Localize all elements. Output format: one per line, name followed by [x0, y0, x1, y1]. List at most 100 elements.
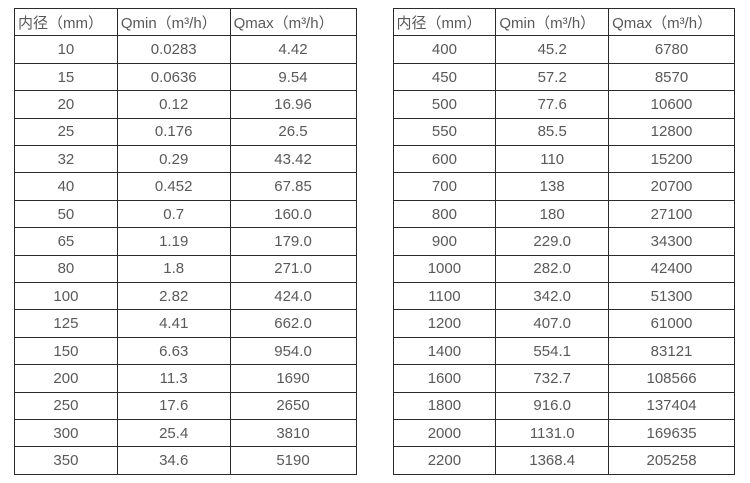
table-cell: 1600 [392, 364, 497, 393]
table-cell: 85.5 [495, 117, 610, 147]
table-cell: 600 [392, 145, 497, 174]
table-cell: 65 [14, 227, 118, 256]
table-cell: 32 [14, 145, 118, 174]
table-cell: 5190 [229, 446, 357, 475]
table-cell: 80 [14, 254, 118, 284]
table-cell: 137404 [608, 391, 735, 421]
column-header: 内径（mm） [392, 7, 497, 37]
table-cell: 8570 [608, 62, 735, 92]
table-row: 10 0.0283 4.42 [14, 35, 357, 64]
table-row: 80 1.8 271.0 [14, 254, 357, 284]
table-cell: 9.54 [229, 62, 357, 92]
table-row: 1200 407.0 61000 [392, 309, 735, 338]
table-cell: 1200 [392, 309, 497, 338]
table-row: 200 11.3 1690 [14, 364, 357, 393]
table-cell: 200 [14, 364, 118, 393]
spec-table-left: 内径（mm） Qmin（m³/h） Qmax（m³/h） 10 0.0283 4.42 1… [14, 7, 357, 475]
table-row: 500 77.6 10600 [392, 90, 735, 119]
table-row: 550 85.5 12800 [392, 117, 735, 147]
table-row: 1400 554.1 83121 [392, 336, 735, 366]
table-cell: 4.42 [229, 35, 357, 64]
table-cell: 2200 [392, 446, 497, 475]
table-cell: 1800 [392, 391, 497, 421]
table-cell: 108566 [608, 364, 735, 393]
table-row: 600 110 15200 [392, 145, 735, 174]
table-cell: 57.2 [495, 62, 610, 92]
table-cell: 350 [14, 446, 118, 475]
table-cell: 125 [14, 309, 118, 338]
table-cell: 400 [392, 35, 497, 64]
table-cell: 954.0 [229, 336, 357, 366]
table-cell: 50 [14, 199, 118, 229]
table-cell: 1.8 [116, 254, 231, 284]
table-cell: 34.6 [116, 446, 231, 475]
table-cell: 500 [392, 90, 497, 119]
table-row: 2200 1368.4 205258 [392, 446, 735, 475]
table-cell: 2000 [392, 419, 497, 448]
column-header: Qmax（m³/h） [229, 7, 357, 37]
table-row: 100 2.82 424.0 [14, 282, 357, 311]
table-cell: 800 [392, 199, 497, 229]
table-cell: 83121 [608, 336, 735, 366]
table-cell: 282.0 [495, 254, 610, 284]
table-cell: 150 [14, 336, 118, 366]
table-cell: 0.0636 [116, 62, 231, 92]
table-cell: 916.0 [495, 391, 610, 421]
table-cell: 900 [392, 227, 497, 256]
table-cell: 100 [14, 282, 118, 311]
table-cell: 450 [392, 62, 497, 92]
table-cell: 10600 [608, 90, 735, 119]
table-cell: 17.6 [116, 391, 231, 421]
table-cell: 138 [495, 172, 610, 201]
table-cell: 250 [14, 391, 118, 421]
table-row: 450 57.2 8570 [392, 62, 735, 92]
table-row: 32 0.29 43.42 [14, 145, 357, 174]
table-cell: 16.96 [229, 90, 357, 119]
table-cell: 27100 [608, 199, 735, 229]
table-cell: 42400 [608, 254, 735, 284]
table-row: 300 25.4 3810 [14, 419, 357, 448]
table-header-row: 内径（mm） Qmin（m³/h） Qmax（m³/h） [392, 7, 735, 37]
table-row: 25 0.176 26.5 [14, 117, 357, 147]
table-cell: 10 [14, 35, 118, 64]
table-row: 1000 282.0 42400 [392, 254, 735, 284]
table-cell: 43.42 [229, 145, 357, 174]
table-row: 125 4.41 662.0 [14, 309, 357, 338]
table-cell: 662.0 [229, 309, 357, 338]
table-cell: 554.1 [495, 336, 610, 366]
table-row: 900 229.0 34300 [392, 227, 735, 256]
table-cell: 180 [495, 199, 610, 229]
table-cell: 26.5 [229, 117, 357, 147]
table-cell: 1131.0 [495, 419, 610, 448]
table-row: 40 0.452 67.85 [14, 172, 357, 201]
table-row: 800 180 27100 [392, 199, 735, 229]
table-cell: 732.7 [495, 364, 610, 393]
table-row: 400 45.2 6780 [392, 35, 735, 64]
table-cell: 6.63 [116, 336, 231, 366]
table-cell: 1100 [392, 282, 497, 311]
table-cell: 110 [495, 145, 610, 174]
table-row: 65 1.19 179.0 [14, 227, 357, 256]
table-cell: 342.0 [495, 282, 610, 311]
table-cell: 0.29 [116, 145, 231, 174]
table-row: 250 17.6 2650 [14, 391, 357, 421]
table-cell: 271.0 [229, 254, 357, 284]
table-cell: 25 [14, 117, 118, 147]
table-cell: 25.4 [116, 419, 231, 448]
table-cell: 424.0 [229, 282, 357, 311]
table-cell: 45.2 [495, 35, 610, 64]
table-cell: 205258 [608, 446, 735, 475]
table-header-row: 内径（mm） Qmin（m³/h） Qmax（m³/h） [14, 7, 357, 37]
table-cell: 6780 [608, 35, 735, 64]
table-cell: 407.0 [495, 309, 610, 338]
table-cell: 61000 [608, 309, 735, 338]
table-cell: 1690 [229, 364, 357, 393]
table-cell: 700 [392, 172, 497, 201]
table-cell: 34300 [608, 227, 735, 256]
table-cell: 179.0 [229, 227, 357, 256]
table-cell: 51300 [608, 282, 735, 311]
table-cell: 550 [392, 117, 497, 147]
table-cell: 0.7 [116, 199, 231, 229]
table-cell: 1.19 [116, 227, 231, 256]
table-cell: 3810 [229, 419, 357, 448]
